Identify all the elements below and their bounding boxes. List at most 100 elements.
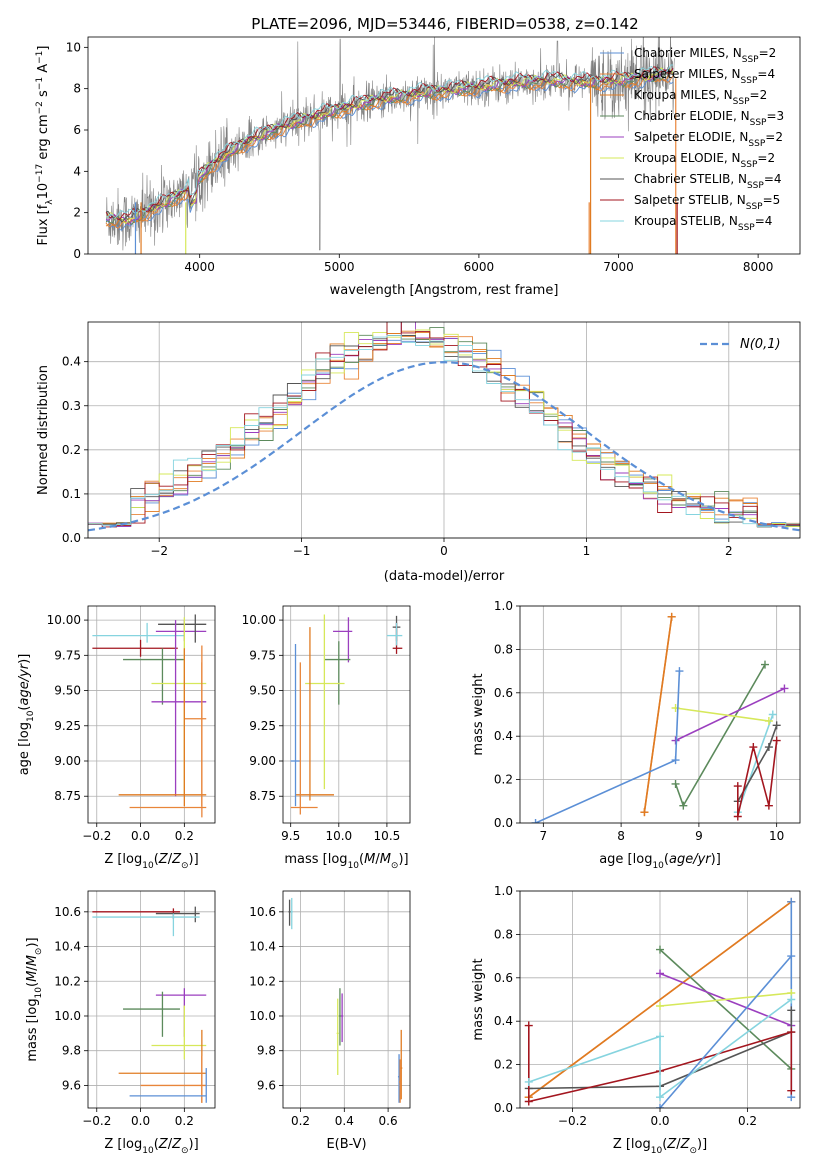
label-part: =4	[755, 214, 773, 228]
label-part: 10	[142, 1146, 154, 1156]
x-tick-label: 7000	[603, 260, 634, 274]
y-tick-label: 0.6	[494, 971, 513, 985]
label-part: (	[359, 852, 364, 867]
label-part: age/yr	[17, 662, 32, 705]
label-part: Z [log	[613, 1137, 651, 1152]
label-part: 10	[34, 987, 44, 999]
weight-marker	[524, 1077, 533, 1086]
weight-marker	[524, 1097, 533, 1106]
weight-line-5	[675, 687, 785, 742]
label-part: −2	[35, 101, 45, 114]
label-part: SSP	[750, 118, 767, 128]
weight-marker	[787, 995, 796, 1004]
model-spectrum-9	[106, 64, 674, 218]
weight-marker	[531, 819, 540, 823]
label-part: M	[364, 852, 375, 867]
normal-legend-label: N(0,1)	[740, 337, 781, 352]
label-part: A	[36, 64, 51, 77]
label-part: Salpeter MILES, N	[634, 67, 741, 81]
weight-line-2	[643, 616, 673, 813]
label-part: ⊙	[181, 861, 189, 871]
label-part: mass [log	[25, 998, 40, 1061]
y-tick-label: 4	[73, 164, 81, 178]
label-part: /	[168, 1137, 173, 1152]
x-tick-label: −1	[293, 544, 311, 558]
label-part: )]	[711, 852, 721, 867]
label-part: Z [log	[104, 1137, 142, 1152]
y-tick-label: 10.4	[54, 940, 81, 954]
axes-mass-vs-Z: −0.2 0.0 0.29.69.810.010.210.410.6Z [log10…	[25, 890, 216, 1156]
label-part: (	[664, 852, 669, 867]
x-tick-label: 0.2	[175, 829, 194, 843]
model-spectrum-7	[106, 66, 674, 223]
y-tick-label: 8	[73, 82, 81, 96]
plot-area-mass-vs-Z	[92, 906, 207, 1103]
label-part: ⊙	[689, 1146, 697, 1156]
y-tick-label: 0	[73, 247, 81, 261]
label-part: mass [log	[284, 852, 347, 867]
y-tick-label: 8.75	[54, 789, 81, 803]
x-axis-label: Z [log10(Z/Z⊙)]	[104, 852, 198, 871]
label-part: Kroupa ELODIE, N	[634, 151, 741, 165]
y-tick-label: 10.2	[249, 974, 276, 988]
y-axis-label: mass weight	[471, 958, 486, 1040]
weight-line-4	[659, 949, 792, 1070]
label-part: )]	[25, 937, 40, 947]
axes-frame	[87, 890, 216, 1109]
y-tick-label: 2	[73, 206, 81, 220]
y-tick-label: 0.2	[62, 443, 81, 457]
weight-marker	[524, 1021, 533, 1030]
label-part: Chabrier MILES, N	[634, 46, 742, 60]
y-tick-label: 0.4	[494, 1014, 513, 1028]
normal-curve	[88, 360, 800, 532]
x-axis-label: E(B-V)	[326, 1137, 366, 1152]
label-part: SSP	[733, 97, 750, 107]
label-part: ⊙	[391, 861, 399, 871]
x-tick-label: −0.2	[82, 829, 111, 843]
legend-entry: Salpeter ELODIE, NSSP=2	[634, 130, 783, 149]
label-part: /	[168, 852, 173, 867]
y-tick-label: 0.3	[62, 399, 81, 413]
y-tick-label: 9.25	[54, 719, 81, 733]
label-part: Z [log	[104, 852, 142, 867]
label-part: 10	[652, 861, 664, 871]
x-axis-label: age [log10(age/yr)]	[599, 852, 721, 871]
weight-marker	[749, 743, 758, 752]
y-tick-label: 10.2	[54, 974, 81, 988]
x-tick-label: 0.2	[291, 1114, 310, 1128]
model-spectrum-8	[105, 66, 674, 220]
x-tick-label: 2	[725, 544, 733, 558]
label-part: =5	[763, 193, 781, 207]
y-tick-label: 1.0	[494, 599, 513, 613]
y-tick-label: 0.0	[494, 1101, 513, 1115]
x-tick-label: 4000	[184, 260, 215, 274]
legend-entry: Chabrier ELODIE, NSSP=3	[634, 109, 784, 128]
label-part: Kroupa MILES, N	[634, 88, 733, 102]
weight-marker	[656, 969, 664, 978]
label-part: E(B-V)	[326, 1137, 366, 1152]
label-part: =4	[764, 172, 782, 186]
model-spectrum-6	[105, 67, 674, 224]
model-spectrum-4	[105, 70, 674, 225]
y-tick-label: 10.00	[47, 613, 81, 627]
weight-marker	[787, 1006, 796, 1015]
label-part: Z	[666, 1137, 677, 1152]
label-part: M	[380, 852, 391, 867]
label-part: Z	[171, 852, 182, 867]
x-tick-label: −0.2	[82, 1114, 111, 1128]
label-part: Z	[158, 852, 169, 867]
label-part: =2	[765, 130, 783, 144]
label-part: 10	[651, 1146, 663, 1156]
label-part: Z	[680, 1137, 691, 1152]
weight-marker	[761, 660, 769, 669]
label-part: =2	[750, 88, 768, 102]
y-tick-label: 10.0	[54, 1009, 81, 1023]
label-part: =2	[757, 151, 775, 165]
x-tick-label: 0	[440, 544, 448, 558]
x-tick-label: 0.6	[379, 1114, 398, 1128]
weight-marker	[787, 1086, 796, 1095]
x-tick-label: 0.2	[175, 1114, 194, 1128]
axes-mass-vs-EBV: 0.2 0.4 0.6 9.6 9.8 10.0 10.2 10.4 10.6 E(B-V)	[249, 890, 411, 1152]
label-part: Salpeter STELIB, N	[634, 193, 746, 207]
y-tick-label: 10	[66, 40, 81, 54]
